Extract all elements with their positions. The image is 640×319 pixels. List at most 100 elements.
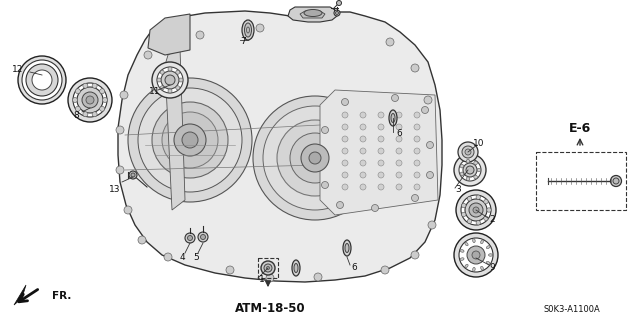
Circle shape (426, 142, 433, 149)
Circle shape (188, 235, 193, 241)
Circle shape (611, 175, 621, 187)
Circle shape (26, 64, 58, 96)
Text: 4: 4 (179, 253, 185, 262)
Circle shape (22, 60, 62, 100)
Circle shape (164, 253, 172, 261)
Text: 2: 2 (489, 216, 495, 225)
Text: 3: 3 (455, 186, 461, 195)
Circle shape (414, 112, 420, 118)
Text: 7: 7 (240, 36, 246, 46)
Circle shape (414, 124, 420, 130)
Circle shape (157, 78, 161, 82)
Polygon shape (118, 8, 442, 282)
Ellipse shape (460, 258, 464, 260)
Circle shape (261, 261, 275, 275)
Ellipse shape (304, 10, 322, 17)
Circle shape (342, 160, 348, 166)
Circle shape (198, 232, 208, 242)
Circle shape (76, 89, 81, 94)
Text: E-6: E-6 (569, 122, 591, 135)
Circle shape (396, 184, 402, 190)
Polygon shape (288, 7, 337, 22)
Circle shape (360, 184, 366, 190)
Circle shape (102, 98, 108, 102)
Ellipse shape (473, 239, 476, 243)
Circle shape (82, 92, 98, 108)
Circle shape (309, 152, 321, 164)
Circle shape (466, 166, 474, 174)
Circle shape (360, 124, 366, 130)
Ellipse shape (465, 242, 468, 246)
Circle shape (454, 154, 486, 186)
Circle shape (185, 233, 195, 243)
Circle shape (476, 221, 481, 225)
Circle shape (466, 160, 470, 163)
Text: 1: 1 (259, 276, 265, 285)
Ellipse shape (481, 266, 483, 270)
Circle shape (92, 112, 97, 117)
Circle shape (138, 88, 242, 192)
Circle shape (128, 78, 252, 202)
Ellipse shape (486, 261, 490, 264)
Circle shape (200, 234, 205, 240)
Text: 5: 5 (193, 253, 199, 262)
Circle shape (131, 173, 135, 177)
Circle shape (360, 148, 366, 154)
Ellipse shape (460, 249, 464, 252)
Bar (536, 152, 626, 210)
Circle shape (484, 199, 488, 204)
Circle shape (360, 160, 366, 166)
Circle shape (473, 207, 479, 213)
Circle shape (467, 246, 485, 264)
Circle shape (264, 264, 272, 272)
Text: 12: 12 (12, 65, 24, 75)
Circle shape (414, 148, 420, 154)
Circle shape (138, 236, 146, 244)
Circle shape (165, 75, 175, 85)
Circle shape (396, 172, 402, 178)
Circle shape (18, 56, 66, 104)
Circle shape (100, 89, 104, 94)
Circle shape (461, 212, 466, 217)
Circle shape (378, 124, 384, 130)
Circle shape (266, 266, 269, 270)
Polygon shape (148, 14, 190, 55)
Circle shape (360, 172, 366, 178)
Circle shape (467, 219, 472, 223)
Circle shape (196, 31, 204, 39)
Circle shape (371, 204, 378, 211)
Polygon shape (300, 11, 325, 18)
Text: 9: 9 (489, 263, 495, 271)
Circle shape (337, 202, 344, 209)
Text: 11: 11 (149, 87, 161, 97)
Circle shape (412, 195, 419, 202)
Circle shape (378, 172, 384, 178)
Circle shape (456, 190, 496, 230)
Ellipse shape (473, 267, 476, 271)
Circle shape (484, 216, 488, 220)
Circle shape (68, 78, 112, 122)
Circle shape (83, 83, 88, 88)
Text: FR.: FR. (52, 291, 72, 301)
Circle shape (428, 221, 436, 229)
Ellipse shape (465, 264, 468, 268)
Circle shape (162, 112, 218, 168)
Circle shape (460, 164, 464, 168)
Text: 10: 10 (473, 138, 484, 147)
Circle shape (472, 251, 480, 259)
Text: 6: 6 (396, 129, 402, 137)
Circle shape (454, 233, 498, 277)
Circle shape (342, 136, 348, 142)
Circle shape (83, 112, 88, 117)
Circle shape (378, 112, 384, 118)
Circle shape (152, 102, 228, 178)
Circle shape (120, 91, 128, 99)
Circle shape (179, 78, 183, 82)
Ellipse shape (481, 240, 483, 244)
Ellipse shape (391, 114, 395, 122)
Circle shape (392, 94, 399, 101)
Circle shape (77, 87, 103, 113)
Circle shape (396, 124, 402, 130)
Circle shape (414, 136, 420, 142)
Circle shape (422, 107, 429, 114)
